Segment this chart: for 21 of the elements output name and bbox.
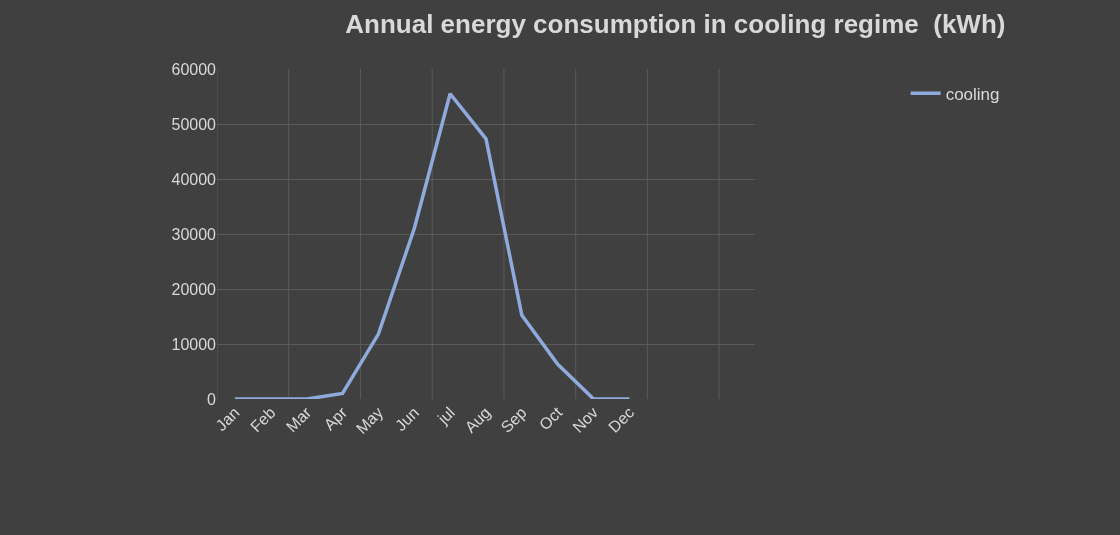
x-tick-label: Sep [497, 403, 530, 436]
x-tick-label: May [352, 403, 387, 438]
y-tick-label: 60000 [171, 60, 217, 78]
y-tick-label: 20000 [171, 280, 217, 298]
chart-title: Annual energy consumption in cooling regime (kWh) [345, 9, 1006, 40]
x-tick-label: Jun [391, 403, 423, 435]
x-tick-label: jul [433, 403, 458, 428]
x-tick-label: Oct [535, 403, 566, 434]
y-tick-label: 50000 [171, 115, 217, 133]
x-tick-label: Dec [605, 403, 638, 436]
x-tick-label: Mar [282, 403, 315, 436]
y-tick-label: 0 [207, 390, 217, 408]
line-series [233, 92, 632, 399]
legend-label: cooling [945, 84, 1000, 104]
x-tick-label: Nov [569, 403, 602, 436]
x-tick-label: Apr [320, 403, 351, 434]
y-tick-label: 30000 [171, 225, 217, 243]
x-tick-label: Aug [461, 403, 494, 436]
x-tick-label: Feb [247, 403, 279, 436]
y-tick-label: 40000 [171, 170, 217, 188]
y-tick-label: 10000 [171, 335, 217, 353]
